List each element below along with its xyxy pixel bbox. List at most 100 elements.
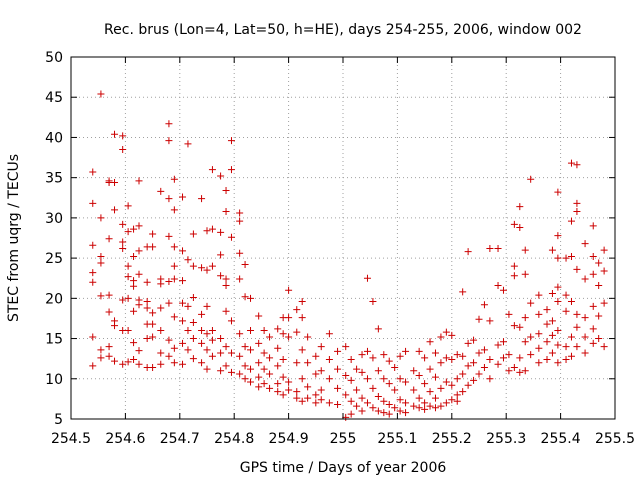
data-point <box>562 343 570 351</box>
data-point <box>130 225 138 233</box>
data-point <box>573 161 581 169</box>
data-point <box>573 207 581 215</box>
data-point <box>170 275 178 283</box>
data-point <box>573 323 581 331</box>
data-point <box>421 405 429 413</box>
data-point <box>227 233 235 241</box>
data-point <box>325 330 333 338</box>
data-point <box>431 394 439 402</box>
data-point <box>298 397 306 405</box>
axis-ticks <box>70 56 616 420</box>
data-point <box>548 317 556 325</box>
data-point <box>380 375 388 383</box>
data-point <box>111 357 119 365</box>
data-point <box>304 359 312 367</box>
data-point <box>149 243 157 251</box>
data-point <box>170 243 178 251</box>
data-point <box>298 346 306 354</box>
data-point <box>358 407 366 415</box>
data-point <box>347 410 355 418</box>
data-point <box>415 404 423 412</box>
data-point <box>165 195 173 203</box>
data-point <box>342 372 350 380</box>
data-point <box>369 384 377 392</box>
data-point <box>369 354 377 362</box>
data-point <box>260 349 268 357</box>
data-point <box>189 294 197 302</box>
data-point <box>353 386 361 394</box>
data-point <box>247 365 255 373</box>
data-point <box>567 253 575 261</box>
data-point <box>143 304 151 312</box>
data-point <box>157 327 165 335</box>
data-point <box>510 364 518 372</box>
data-point <box>189 318 197 326</box>
data-point <box>217 251 225 259</box>
data-point <box>554 327 562 335</box>
data-point <box>203 266 211 274</box>
data-point <box>266 354 274 362</box>
data-point <box>189 335 197 343</box>
data-point <box>543 306 551 314</box>
data-point <box>222 207 230 215</box>
data-point <box>480 346 488 354</box>
data-point <box>380 397 388 405</box>
data-point <box>293 388 301 396</box>
data-point <box>241 362 249 370</box>
data-point <box>298 298 306 306</box>
data-point <box>516 203 524 211</box>
data-point <box>135 222 143 230</box>
data-point <box>217 335 225 343</box>
data-point <box>415 394 423 402</box>
x-tick-label: 254.6 <box>105 431 145 447</box>
data-point <box>241 293 249 301</box>
data-point <box>165 299 173 307</box>
data-point <box>325 355 333 363</box>
data-point <box>236 209 244 217</box>
data-point <box>97 354 105 362</box>
data-point <box>135 347 143 355</box>
data-point <box>562 291 570 299</box>
data-point <box>124 262 132 270</box>
data-point <box>600 267 608 275</box>
data-point <box>241 343 249 351</box>
y-tick-label: 10 <box>45 372 63 388</box>
data-point <box>111 178 119 186</box>
data-point <box>505 351 513 359</box>
data-point <box>124 202 132 210</box>
data-point <box>124 228 132 236</box>
data-point <box>567 159 575 167</box>
data-point <box>165 120 173 128</box>
data-point <box>274 380 282 388</box>
data-point <box>437 359 445 367</box>
data-point <box>124 294 132 302</box>
data-point <box>374 407 382 415</box>
data-point <box>266 333 274 341</box>
data-point <box>600 343 608 351</box>
data-point <box>486 244 494 252</box>
data-point <box>334 401 342 409</box>
data-point <box>535 291 543 299</box>
data-point <box>260 365 268 373</box>
data-point <box>505 310 513 318</box>
data-point <box>396 352 404 360</box>
data-point <box>385 401 393 409</box>
data-point <box>236 217 244 225</box>
data-point <box>298 375 306 383</box>
data-point <box>595 259 603 267</box>
data-point <box>363 274 371 282</box>
data-point <box>149 309 157 317</box>
data-point <box>198 327 206 335</box>
data-point <box>135 177 143 185</box>
data-point <box>157 187 165 195</box>
data-point <box>421 354 429 362</box>
data-point <box>527 333 535 341</box>
data-point <box>203 302 211 310</box>
data-point <box>255 383 263 391</box>
data-point <box>510 272 518 280</box>
data-point <box>369 298 377 306</box>
data-point <box>480 301 488 309</box>
data-point <box>222 307 230 315</box>
data-point <box>396 375 404 383</box>
data-point <box>448 331 456 339</box>
